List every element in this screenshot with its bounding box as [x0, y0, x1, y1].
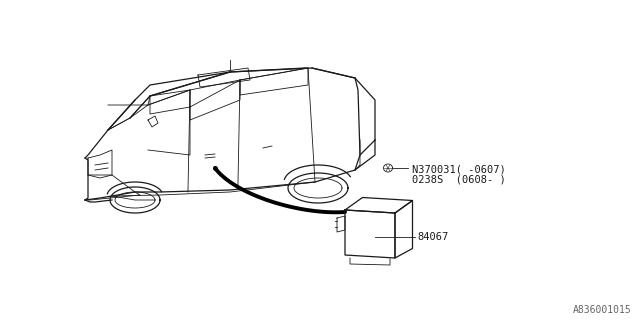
Text: A836001015: A836001015 [573, 305, 632, 315]
Text: 0238S  (0608- ): 0238S (0608- ) [412, 175, 506, 185]
Text: N370031( -0607): N370031( -0607) [412, 165, 506, 175]
Text: 84067: 84067 [417, 232, 448, 242]
